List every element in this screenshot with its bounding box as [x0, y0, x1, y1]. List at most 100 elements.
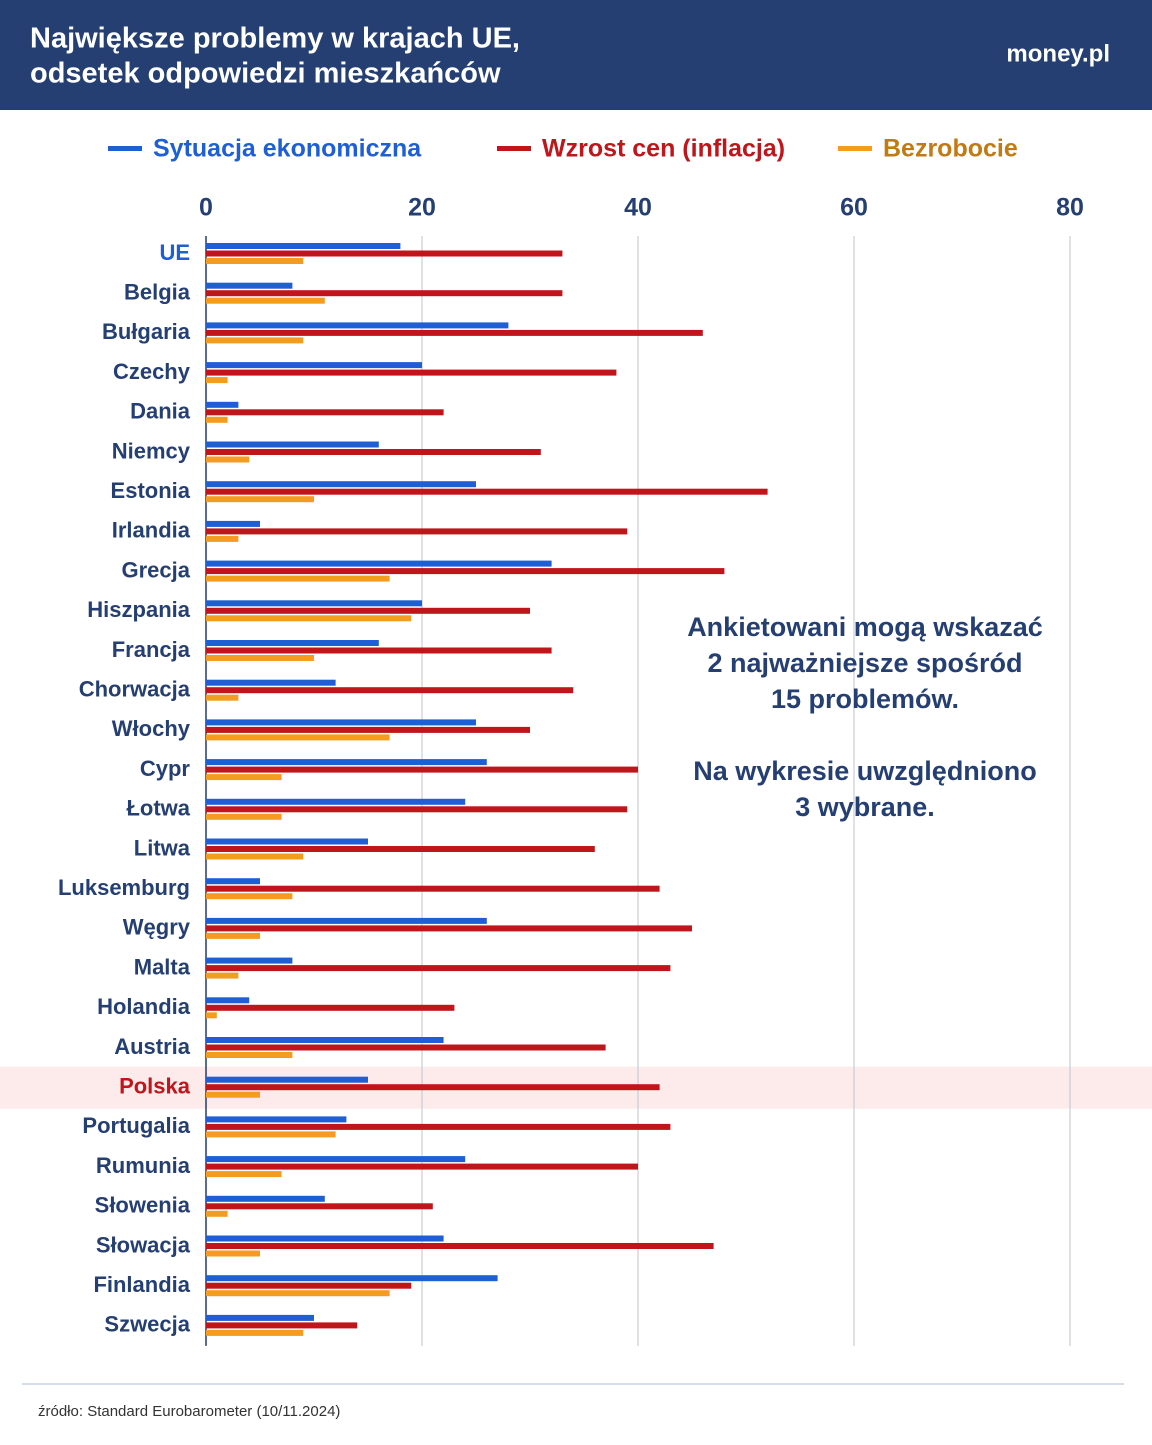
- annotation: Na wykresie uwzględniono: [693, 756, 1037, 786]
- bar: [206, 997, 250, 1004]
- y-tick-label: Włochy: [112, 716, 191, 741]
- legend-marker: [108, 146, 142, 151]
- bar: [206, 416, 228, 423]
- bar: [206, 687, 574, 694]
- bar: [206, 972, 239, 979]
- bar: [206, 1329, 304, 1336]
- y-tick-label: Słowenia: [95, 1193, 191, 1218]
- x-tick-label: 40: [624, 194, 652, 222]
- bar: [206, 282, 293, 289]
- bar: [206, 377, 228, 384]
- y-tick-label: Luksemburg: [58, 875, 190, 900]
- bar: [206, 932, 260, 939]
- bar: [206, 838, 368, 845]
- bar: [206, 568, 725, 575]
- bar: [206, 1012, 217, 1019]
- bar: [206, 917, 487, 924]
- y-tick-label: Polska: [119, 1074, 191, 1099]
- y-tick-label: Austria: [114, 1034, 191, 1059]
- bar: [206, 488, 768, 495]
- annotation: Ankietowani mogą wskazać: [687, 612, 1043, 642]
- bar: [206, 322, 509, 329]
- y-tick-label: Litwa: [134, 835, 191, 860]
- bar: [206, 1314, 314, 1321]
- bar: [206, 813, 282, 820]
- bar: [206, 1322, 358, 1329]
- bar: [206, 885, 660, 892]
- bar: [206, 1203, 433, 1210]
- x-tick-label: 60: [840, 194, 868, 222]
- annotation: 3 wybrane.: [795, 792, 935, 822]
- bar: [206, 1210, 228, 1217]
- header-band: [0, 0, 1152, 110]
- bar: [206, 1235, 444, 1242]
- bar: [206, 560, 552, 567]
- x-tick-label: 0: [199, 194, 213, 222]
- bar: [206, 878, 260, 885]
- bar: [206, 647, 552, 654]
- y-tick-label: Słowacja: [96, 1232, 191, 1257]
- annotation: 15 problemów.: [771, 684, 959, 714]
- y-tick-label: Francja: [112, 637, 191, 662]
- bar: [206, 1243, 714, 1249]
- y-tick-label: Hiszpania: [87, 597, 190, 622]
- bar: [206, 535, 239, 542]
- bar: [206, 806, 628, 813]
- y-tick-label: UE: [159, 240, 190, 265]
- bar: [206, 774, 282, 781]
- title: odsetek odpowiedzi mieszkańców: [30, 58, 501, 90]
- bar: [206, 925, 692, 932]
- y-tick-label: Finlandia: [93, 1272, 190, 1297]
- bar: [206, 607, 530, 614]
- bar: [206, 290, 563, 297]
- bar: [206, 456, 250, 463]
- y-tick-label: Grecja: [122, 557, 191, 582]
- bar: [206, 362, 422, 369]
- bar: [206, 369, 617, 376]
- y-tick-label: Węgry: [123, 915, 191, 940]
- y-tick-label: Niemcy: [112, 438, 191, 463]
- bar: [206, 798, 466, 805]
- source: źródło: Standard Eurobarometer (10/11.20…: [38, 1403, 340, 1420]
- bar: [206, 409, 444, 416]
- bar: [206, 655, 314, 661]
- bar: [206, 1163, 638, 1170]
- bar: [206, 615, 412, 622]
- bar: [206, 965, 671, 972]
- bar: [206, 401, 239, 408]
- bar: [206, 575, 390, 582]
- bar: [206, 496, 314, 503]
- bar: [206, 766, 638, 773]
- bar: [206, 1044, 606, 1051]
- y-tick-label: Czechy: [113, 359, 191, 384]
- y-tick-label: Szwecja: [104, 1312, 190, 1337]
- y-tick-label: Bułgaria: [102, 319, 191, 344]
- y-tick-label: Estonia: [111, 478, 191, 503]
- bar: [206, 1052, 293, 1058]
- bar: [206, 449, 541, 455]
- bar: [206, 297, 325, 304]
- bar: [206, 679, 336, 686]
- y-tick-label: Cypr: [140, 756, 191, 781]
- y-tick-label: Dania: [130, 399, 191, 424]
- bar: [206, 520, 260, 527]
- bar: [206, 759, 487, 766]
- bar: [206, 1290, 390, 1297]
- y-tick-label: Portugalia: [82, 1113, 190, 1138]
- bar: [206, 1076, 368, 1083]
- bar: [206, 719, 476, 726]
- bar: [206, 258, 304, 264]
- y-tick-label: Irlandia: [112, 518, 191, 543]
- bar: [206, 1084, 660, 1091]
- bar: [206, 1282, 412, 1289]
- bar: [206, 853, 304, 860]
- y-tick-label: Chorwacja: [79, 677, 191, 702]
- bar: [206, 734, 390, 741]
- y-tick-label: Holandia: [97, 994, 191, 1019]
- bar: [206, 1131, 336, 1138]
- bar: [206, 1116, 347, 1123]
- bar: [206, 1275, 498, 1282]
- y-tick-label: Malta: [134, 954, 191, 979]
- legend-marker: [497, 146, 531, 151]
